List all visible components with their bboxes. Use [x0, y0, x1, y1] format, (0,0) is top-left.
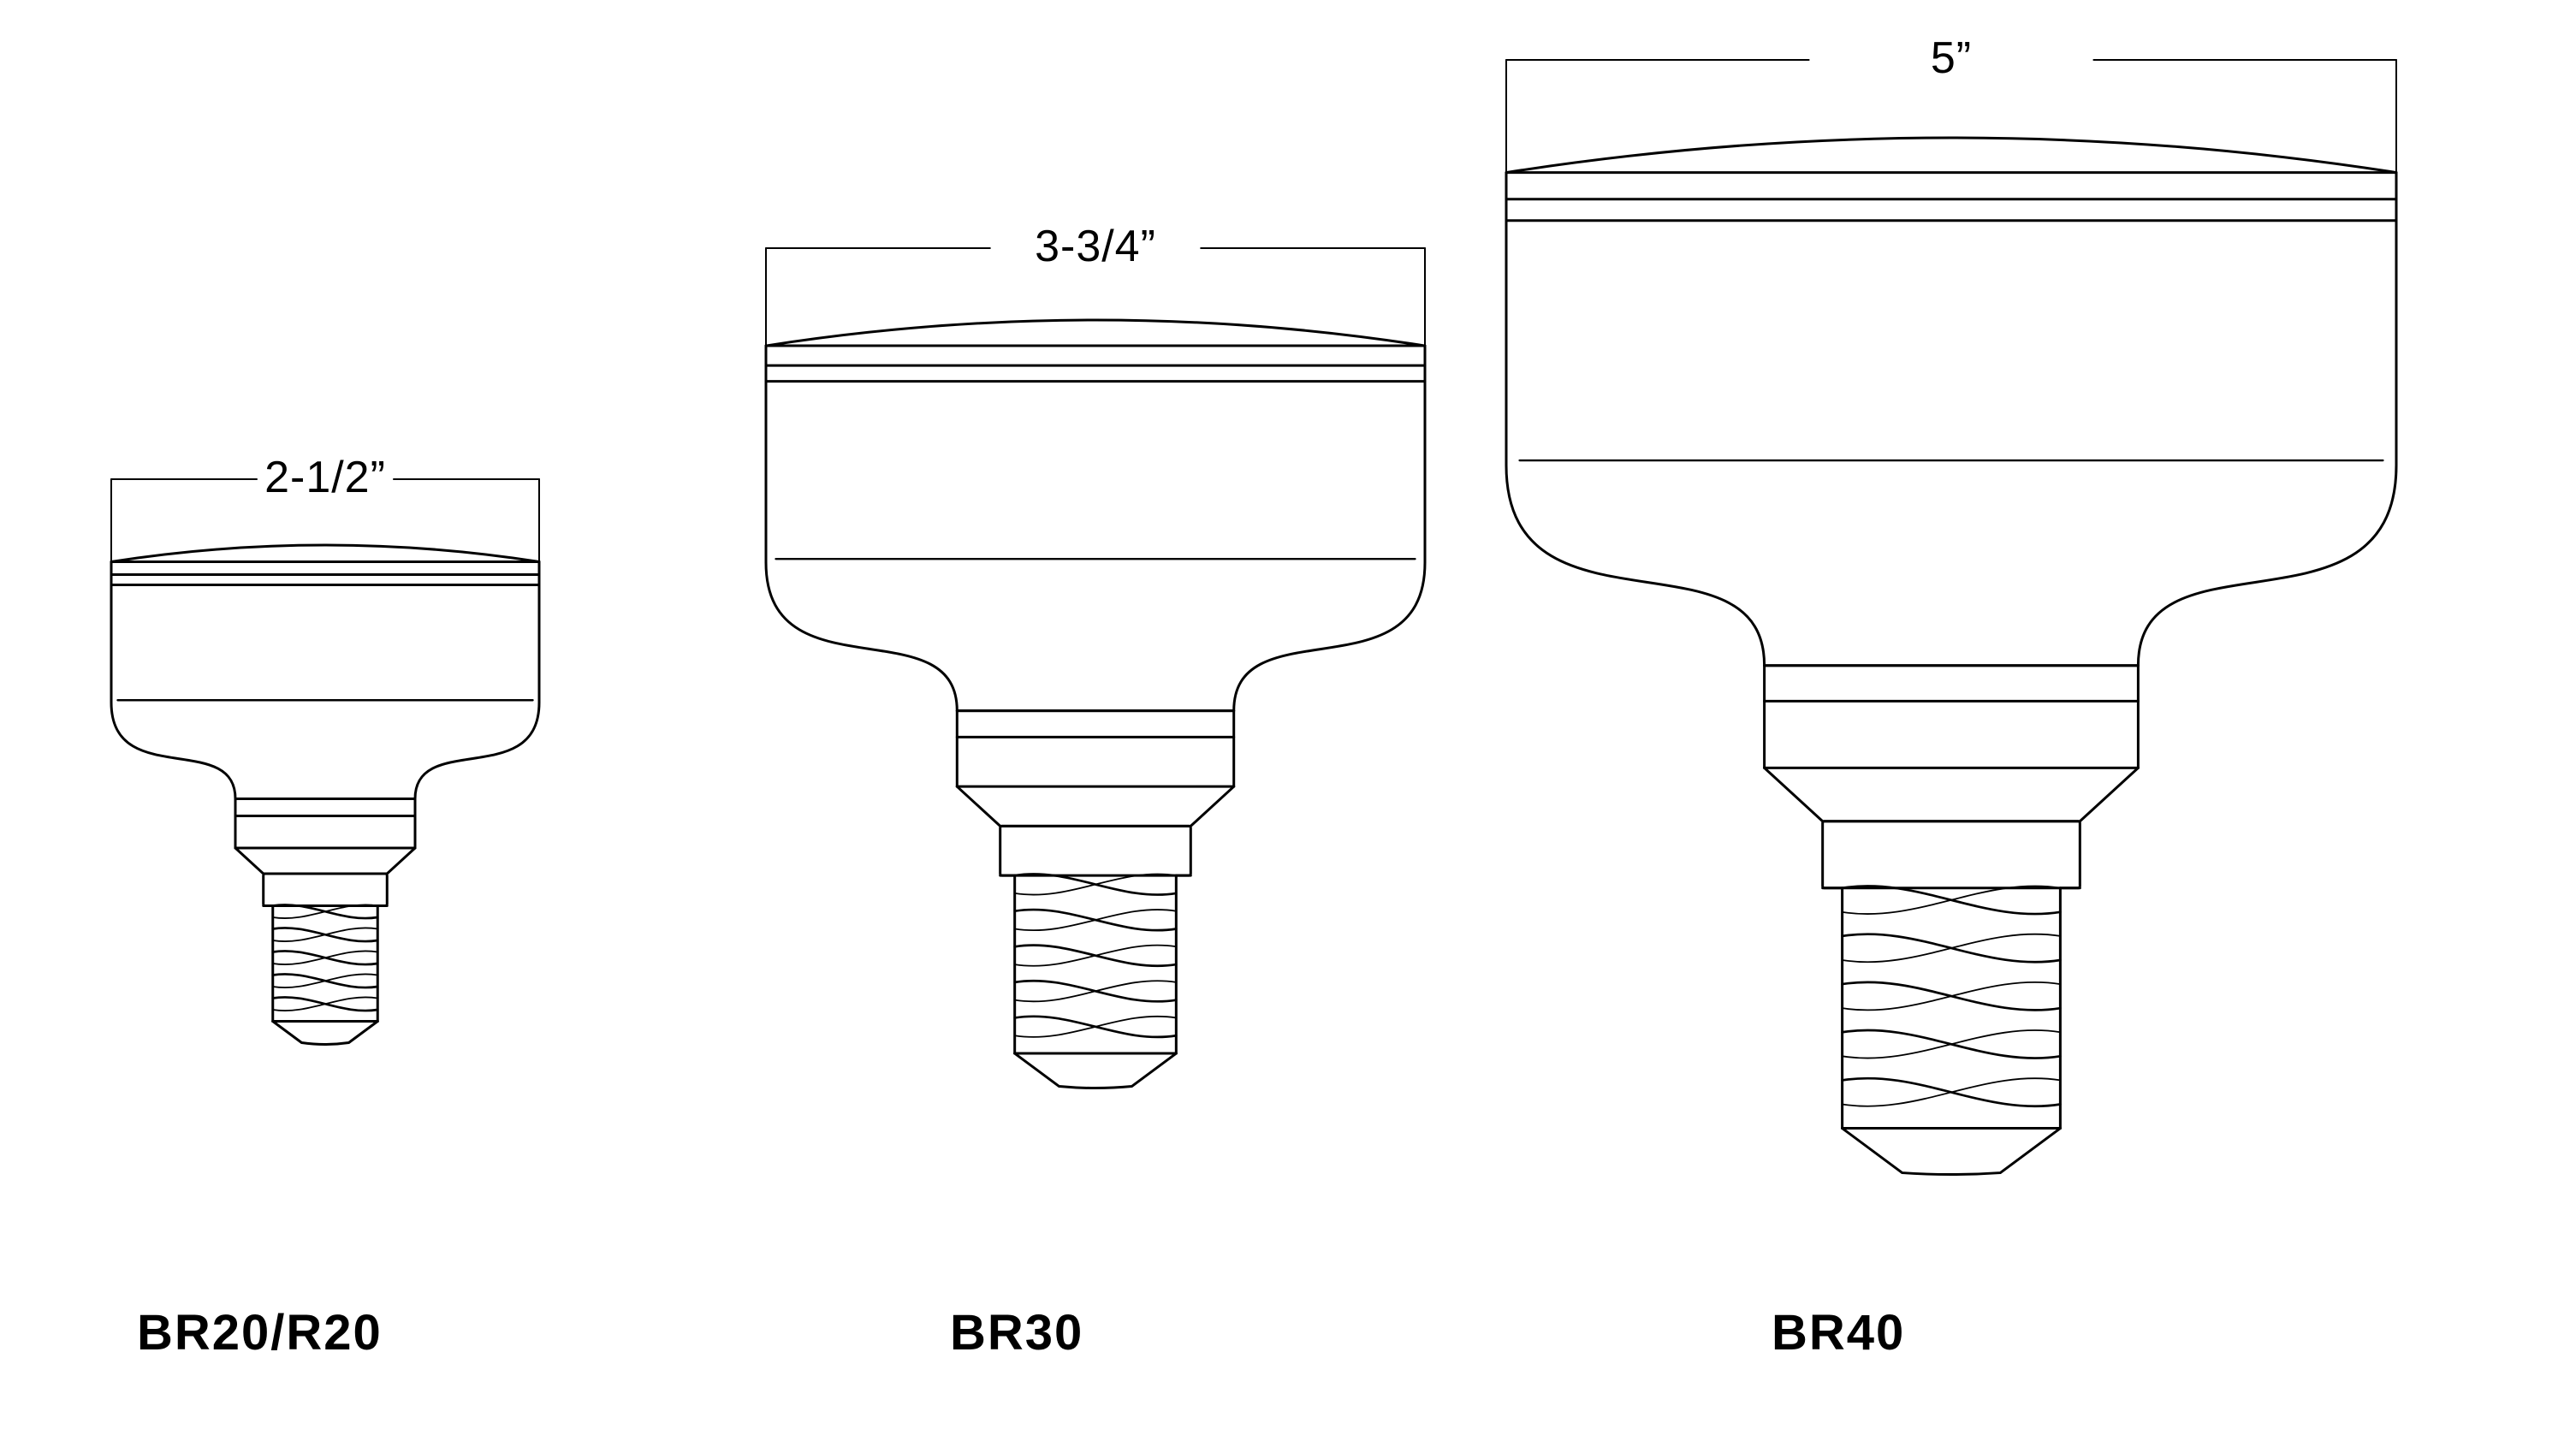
bulb-br40: [1498, 106, 2405, 1287]
bulb-br30: [757, 294, 1433, 1287]
caption-br30: BR30: [950, 1304, 1083, 1361]
dimension-label-br20: 2-1/2”: [188, 452, 462, 503]
diagram-stage: 2-1/2” BR20/R20 3-3/4” BR30 5” BR40: [0, 0, 2576, 1441]
bulb-br20: [103, 525, 548, 1287]
caption-br40: BR40: [1772, 1304, 1905, 1361]
bulb-br40-drawing: [1498, 106, 2405, 1287]
bulb-br30-drawing: [757, 294, 1433, 1287]
dimension-label-br30: 3-3/4”: [959, 221, 1232, 272]
bulb-br20-drawing: [103, 525, 548, 1287]
dimension-label-br40: 5”: [1814, 33, 2088, 84]
caption-br20: BR20/R20: [137, 1304, 383, 1361]
